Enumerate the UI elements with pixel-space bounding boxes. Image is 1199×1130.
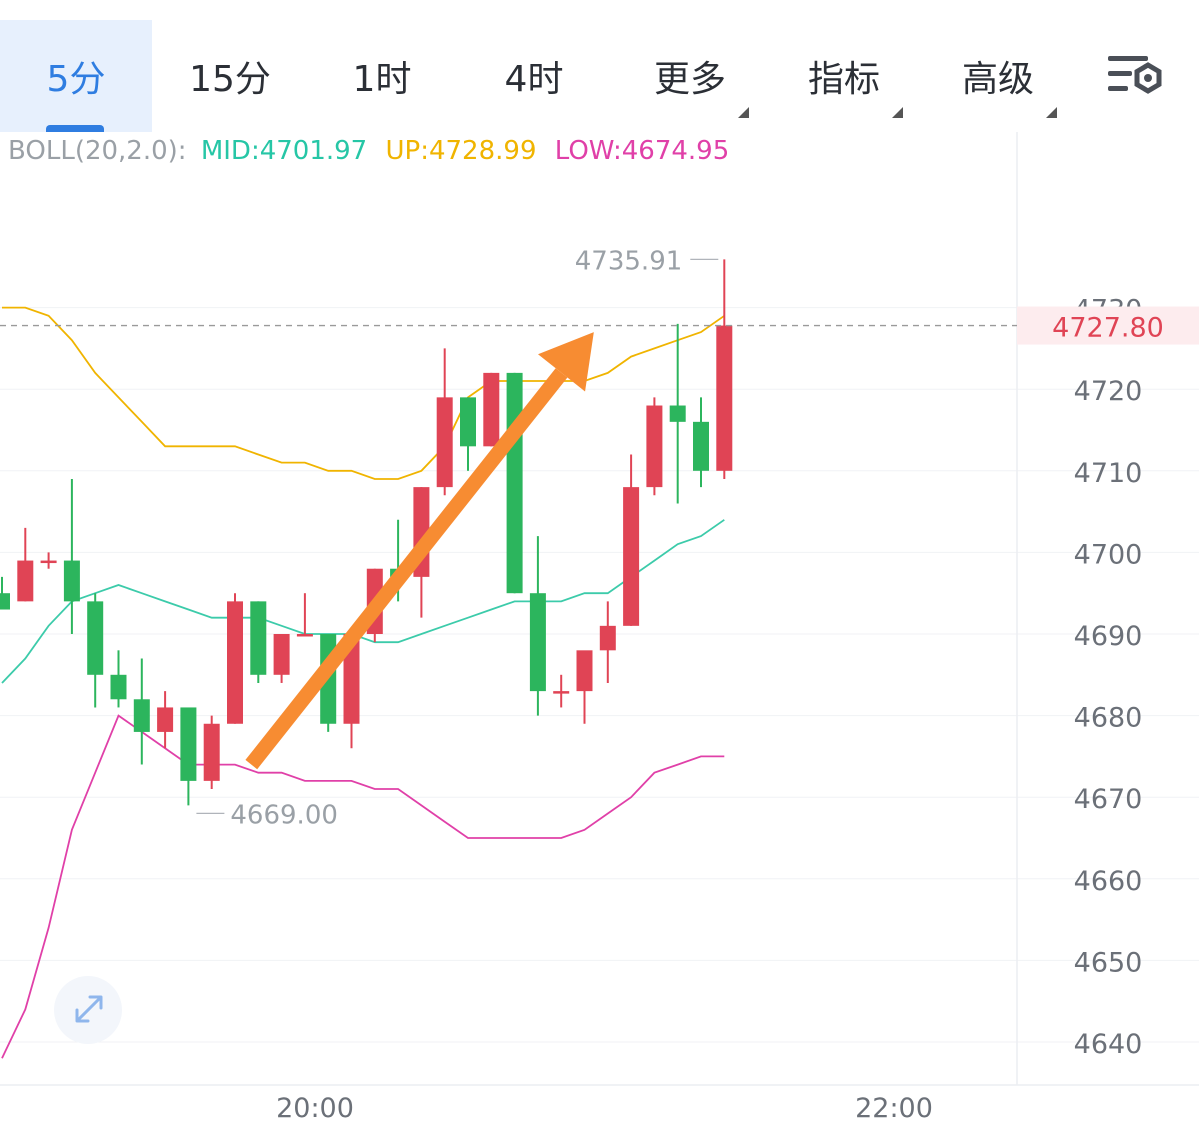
caret-icon (738, 107, 749, 118)
timeframe-tabs: 5分 15分 1时 4时 更多 指标 高级 (0, 0, 1199, 132)
tab-advanced[interactable]: 高级 (922, 20, 1074, 132)
tab-label: 指标 (807, 59, 880, 100)
candle-body (599, 625, 616, 651)
arrow-head (538, 332, 594, 392)
x-tick-label: 20:00 (276, 1093, 354, 1124)
y-tick-label: 4700 (1074, 539, 1143, 570)
candle-body (343, 634, 360, 724)
candle-body (0, 593, 10, 610)
candle-body (110, 674, 127, 700)
axis-labels: 4640465046604670468046904700471047204730… (0, 246, 1199, 1124)
y-tick-label: 4670 (1074, 784, 1143, 815)
candles (0, 259, 733, 806)
candle-body (623, 487, 640, 626)
y-tick-label: 4720 (1074, 376, 1143, 407)
y-tick-label: 4710 (1074, 458, 1143, 489)
candle-body (529, 593, 546, 692)
tab-label: 更多 (653, 59, 726, 100)
boll-bands (1, 306, 725, 1059)
min-price-label: 4669.00 (230, 800, 338, 830)
boll-mid-value: MID:4701.97 (200, 136, 368, 166)
candle-body (180, 707, 197, 781)
trend-arrow (245, 332, 594, 770)
candle-body (693, 421, 709, 471)
candle-body (87, 601, 104, 675)
candle-body (483, 372, 500, 447)
tab-label: 5分 (46, 59, 106, 100)
tab-4hour[interactable]: 4时 (458, 20, 610, 132)
active-tab-indicator (46, 125, 104, 132)
tab-indicators[interactable]: 指标 (768, 20, 920, 132)
tab-5min[interactable]: 5分 (0, 20, 152, 132)
candlestick-chart[interactable]: 4640465046604670468046904700471047204730… (0, 132, 1199, 1130)
candle-body (17, 560, 34, 602)
tab-label: 15分 (189, 59, 271, 100)
max-price-label: 4735.91 (575, 246, 683, 276)
last-price-label: 4727.80 (1052, 313, 1164, 344)
y-tick-label: 4660 (1074, 866, 1143, 897)
last-price-box (1017, 306, 1199, 345)
candle-body (506, 372, 523, 594)
candle-body (436, 397, 453, 488)
arrow-shaft (245, 368, 568, 770)
x-tick-label: 22:00 (855, 1093, 933, 1124)
candle-body (296, 634, 313, 637)
grid-lines (0, 132, 1199, 1086)
candle-body (133, 699, 150, 732)
candle-body (157, 707, 174, 732)
candle-body (576, 650, 593, 692)
candle-body (63, 560, 80, 602)
candle-body (203, 723, 220, 781)
boll-indicator-legend: BOLL(20,2.0): MID:4701.97 UP:4728.99 LOW… (8, 136, 739, 166)
boll-name: BOLL(20,2.0): (8, 136, 187, 166)
y-tick-label: 4680 (1074, 703, 1143, 734)
candle-body (553, 691, 570, 694)
boll-up-value: UP:4728.99 (385, 136, 537, 166)
candle-body (669, 405, 686, 422)
tab-1hour[interactable]: 1时 (306, 20, 458, 132)
tab-label: 1时 (352, 59, 412, 100)
expand-chart-button[interactable] (54, 976, 122, 1044)
boll-low-value: LOW:4674.95 (554, 136, 730, 166)
caret-icon (892, 107, 903, 118)
tab-15min[interactable]: 15分 (154, 20, 306, 132)
y-tick-label: 4650 (1074, 947, 1143, 978)
candle-body (716, 325, 733, 471)
candle-body (646, 405, 663, 488)
candle-body (40, 560, 57, 564)
tab-label: 高级 (961, 59, 1034, 100)
candle-body (460, 397, 476, 447)
candle-body (250, 601, 267, 675)
boll-lower-line (1, 714, 725, 1059)
tab-more[interactable]: 更多 (614, 20, 766, 132)
candle-body (227, 601, 243, 724)
boll-upper-line (2, 306, 725, 480)
boll-mid-line (1, 519, 725, 684)
candle-body (273, 634, 290, 675)
tab-label: 4时 (504, 59, 564, 100)
expand-arrows-icon (75, 995, 103, 1023)
caret-icon (1046, 107, 1057, 118)
chart-settings-icon[interactable] (1106, 52, 1164, 100)
y-tick-label: 4690 (1074, 621, 1143, 652)
y-tick-label: 4640 (1074, 1029, 1143, 1060)
